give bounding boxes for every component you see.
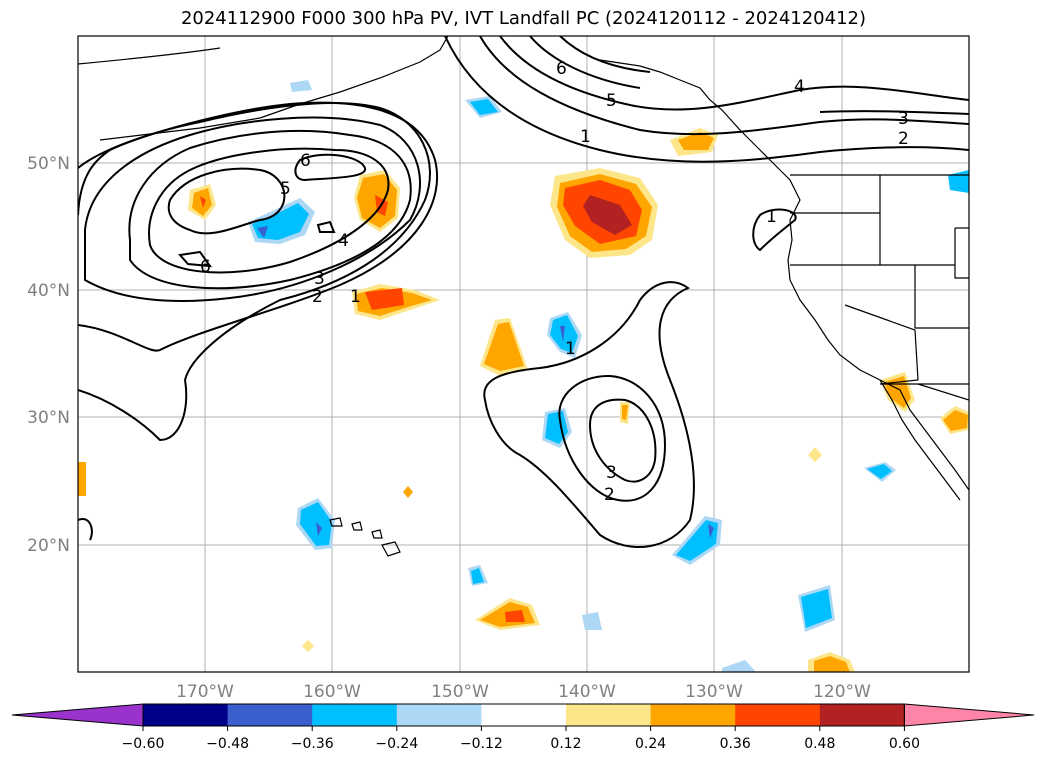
lon-label: 140°W [558,682,616,702]
lat-labels: 50°N 40°N 30°N 20°N [27,154,70,556]
lat-label: 20°N [27,536,70,556]
colorbar-cell [227,704,313,726]
pv-shading [78,80,969,672]
lon-label: 170°W [176,682,234,702]
contour-labels: 6 5 4 3 2 1 6 5 4 3 2 1 1 3 2 6 1 [200,59,909,505]
contour-label: 2 [604,485,615,505]
colorbar-cell [819,704,905,726]
contour-label: 1 [766,207,777,227]
contour-label: 3 [606,463,617,483]
lat-label: 40°N [27,281,70,301]
contour-label: 1 [580,127,591,147]
coastlines [78,36,969,557]
colorbar-cell [312,704,398,726]
lon-label: 120°W [813,682,871,702]
colorbar-tick-label: −0.60 [122,736,165,752]
contour-label: 6 [200,257,211,277]
colorbar-cell [481,704,567,726]
contour-label: 3 [314,269,325,289]
contour-label: 5 [606,91,617,111]
contour-label: 1 [565,339,576,359]
colorbar-cell [143,704,229,726]
contour-label: 3 [898,109,909,129]
colorbar-cell [735,704,821,726]
lon-labels: 170°W 160°W 150°W 140°W 130°W 120°W [176,682,871,702]
map-area [78,36,969,672]
colorbar-tick-label: 0.36 [720,736,751,752]
lon-label: 150°W [431,682,489,702]
lat-label: 30°N [27,408,70,428]
colorbar-tick-label: 0.60 [889,736,920,752]
contour-label: 1 [350,287,361,307]
colorbar-tick-label: 0.12 [550,736,581,752]
contour-label: 4 [794,77,805,97]
colorbar-ticks: −0.60 −0.48 −0.36 −0.24 −0.12 0.12 0.24 0.36 0.4… [122,726,920,752]
colorbar-tick-label: −0.36 [291,736,334,752]
map-frame [77,35,970,673]
colorbar-tick-label: −0.48 [206,736,249,752]
colorbar-extend-low [11,703,144,727]
colorbar-tick-label: 0.48 [804,736,835,752]
colorbar-tick-label: 0.24 [635,736,666,752]
colorbar-tick-label: −0.12 [460,736,503,752]
colorbar-cell [566,704,652,726]
contour-label: 2 [898,129,909,149]
contour-label: 2 [312,287,323,307]
pv-contours [78,36,969,548]
contour-label: 4 [338,231,349,251]
colorbar-outline [142,703,905,727]
contour-label: 6 [300,151,311,171]
lon-label: 160°W [303,682,361,702]
colorbar [11,703,1035,727]
colorbar-cell [650,704,736,726]
lat-label: 50°N [27,154,70,174]
colorbar-cell [396,704,482,726]
colorbar-extend-high [903,703,1035,727]
lon-label: 130°W [685,682,743,702]
colorbar-tick-label: −0.24 [375,736,418,752]
map-title: 2024112900 F000 300 hPa PV, IVT Landfall… [180,8,867,29]
contour-label: 6 [556,59,567,79]
contour-label: 5 [280,179,291,199]
